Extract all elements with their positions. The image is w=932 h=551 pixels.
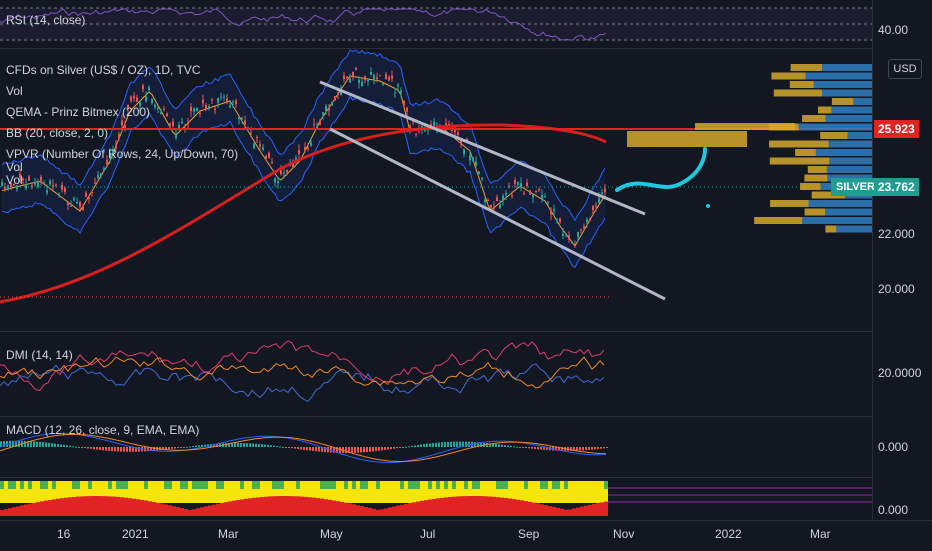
- macd-signal-line: [0, 433, 607, 462]
- dmi-axis-label: 20.0000: [878, 366, 922, 380]
- time-label: Mar: [218, 527, 239, 541]
- rsi-legend: RSI (14, close): [6, 13, 86, 27]
- bottom-indicator-pane[interactable]: [0, 478, 872, 520]
- price-axis-label: 20.000: [878, 282, 915, 296]
- macd-legend: MACD (12, 26, close, 9, EMA, EMA): [6, 423, 200, 437]
- macd-line: [0, 432, 607, 463]
- bottom-axis-label: 0.000: [878, 503, 909, 517]
- legend-line-bb[interactable]: BB (20, close, 2, 0): [6, 126, 109, 140]
- bollinger-lower: [1, 95, 606, 269]
- rsi-axis-label: 40.00: [878, 23, 909, 37]
- bollinger-basis: [1, 75, 606, 247]
- legend-line-symbol[interactable]: CFDs on Silver (US$ / OZ), 1D, TVC: [6, 63, 201, 77]
- dmi-plot: [0, 340, 605, 403]
- main-legend: CFDs on Silver (US$ / OZ), 1D, TVC Vol Q…: [6, 60, 238, 191]
- time-label: 2021: [122, 527, 149, 541]
- pane-separator[interactable]: [0, 48, 932, 49]
- bottom-indicator-plot: [0, 481, 872, 516]
- time-label: May: [320, 527, 343, 541]
- legend-line-vpvr[interactable]: VPVR (Number Of Rows, 24, Up/Down, 70): [6, 147, 239, 161]
- time-label: 16: [57, 527, 71, 541]
- rsi-plot: [0, 7, 872, 41]
- macd-axis-label: 0.000: [878, 440, 909, 454]
- dmi-pane[interactable]: [0, 332, 872, 416]
- legend-line-vol[interactable]: Vol: [6, 84, 23, 98]
- volume-profile: [627, 64, 872, 233]
- channel-lower-line[interactable]: [329, 127, 666, 301]
- rsi-line: [0, 8, 607, 41]
- pane-separator[interactable]: [0, 416, 932, 417]
- symbol-tag: SILVER: [831, 178, 880, 196]
- time-axis[interactable]: [0, 520, 932, 551]
- dmi-plus-line: [0, 363, 605, 403]
- currency-button[interactable]: USD: [888, 59, 922, 79]
- time-label: 2022: [715, 527, 742, 541]
- rsi-pane[interactable]: [0, 0, 872, 48]
- time-label: Sep: [518, 527, 540, 541]
- time-label: Jul: [420, 527, 436, 541]
- pane-separator[interactable]: [0, 331, 932, 332]
- price-pane[interactable]: [0, 49, 872, 331]
- legend-line-vol-2[interactable]: Vol: [6, 160, 23, 174]
- pane-separator[interactable]: [0, 477, 932, 478]
- price-axis-label: 22.000: [878, 227, 915, 241]
- dmi-legend: DMI (14, 14): [6, 348, 73, 362]
- adx-line: [0, 356, 605, 389]
- price-chart: [0, 49, 872, 304]
- time-label: Nov: [613, 527, 635, 541]
- level-price-tag: 25.923: [874, 120, 919, 138]
- projection-curve[interactable]: [615, 147, 707, 192]
- indicator-bands: [0, 481, 608, 516]
- price-axis[interactable]: [872, 0, 932, 550]
- channel-upper-line[interactable]: [319, 80, 646, 216]
- legend-line-qema[interactable]: QEMA - Prinz Bitmex (200): [6, 105, 151, 119]
- macd-plot: [0, 432, 608, 463]
- time-label: Mar: [810, 527, 831, 541]
- dmi-minus-line: [0, 340, 605, 392]
- legend-line-vol-3[interactable]: Vol: [6, 173, 23, 187]
- projection-dot: [706, 204, 710, 208]
- current-price-tag: 23.762: [874, 178, 919, 196]
- macd-pane[interactable]: [0, 417, 872, 477]
